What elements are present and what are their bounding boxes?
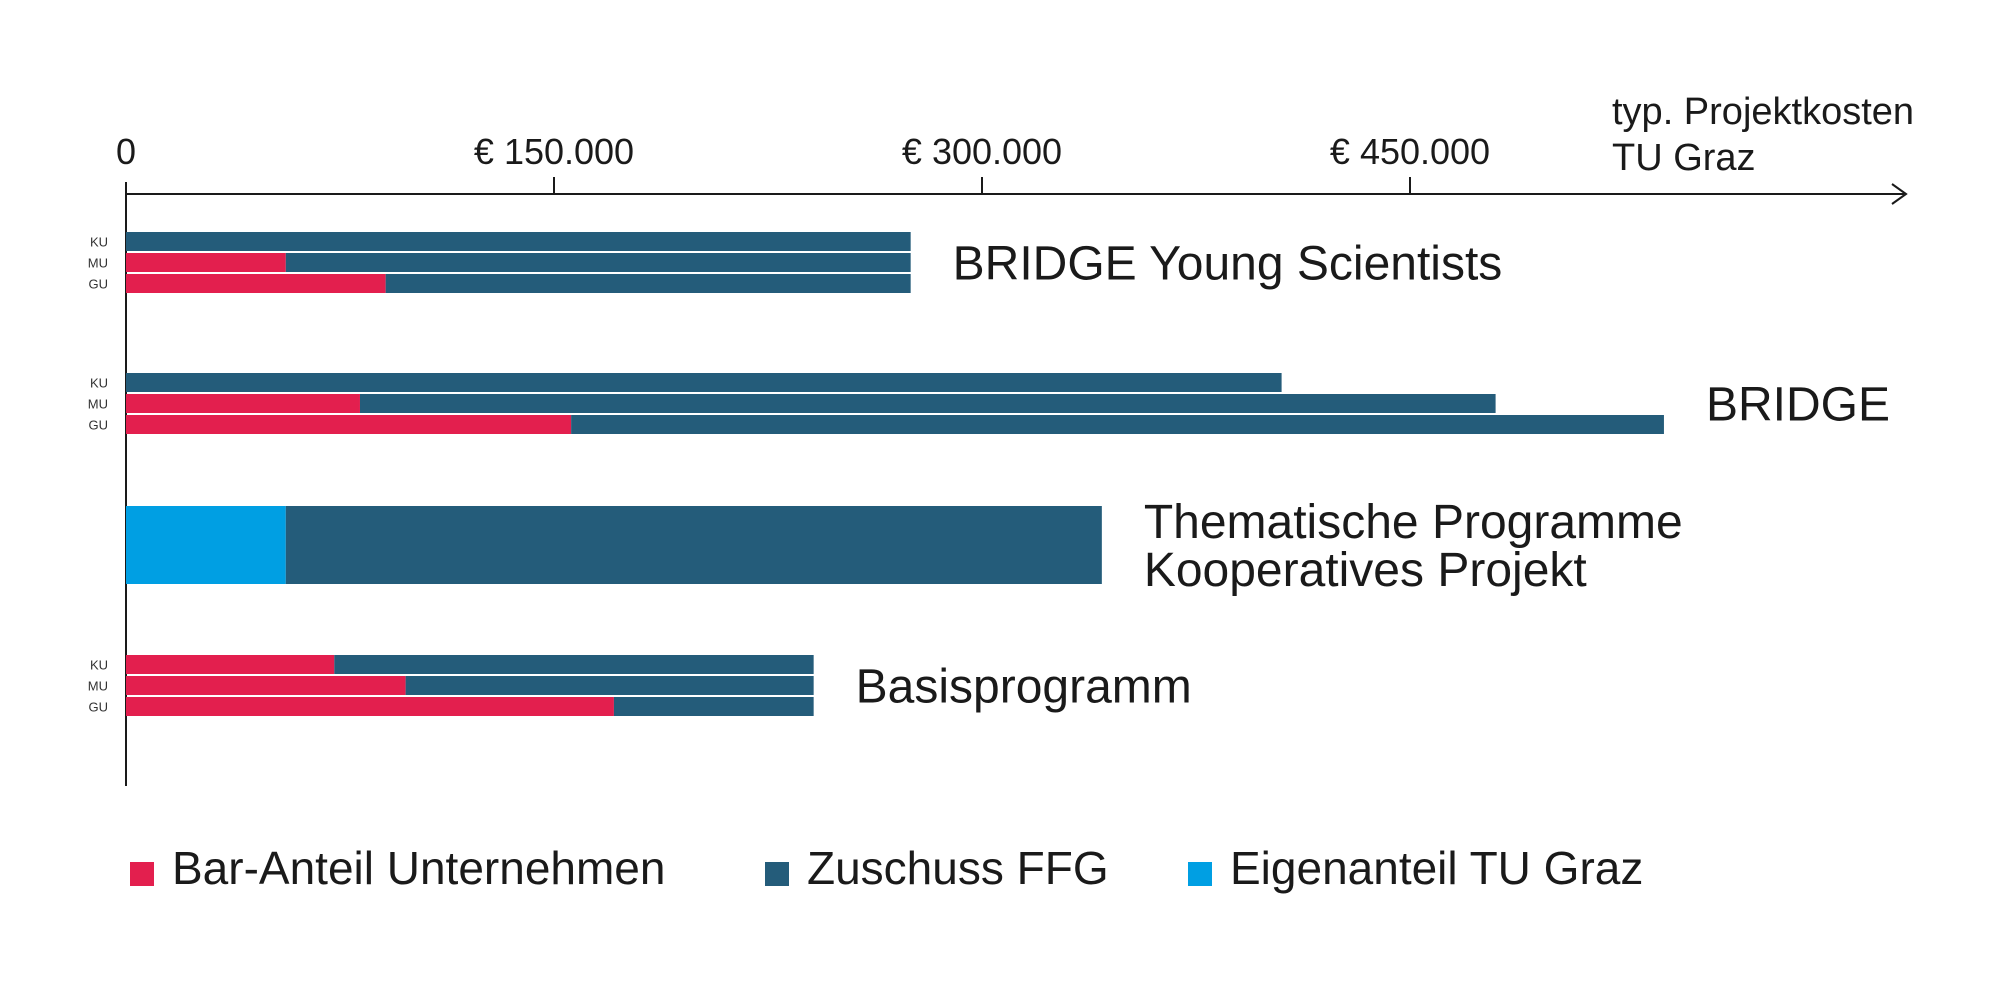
x-axis-ticks: 0 € 150.000 € 300.000 € 450.000: [116, 131, 1490, 194]
bar-segment-bar: [126, 274, 386, 293]
group-label: Basisprogramm: [856, 661, 1192, 714]
axis-title-line-2: TU Graz: [1612, 137, 1756, 179]
row-label: KU: [90, 235, 108, 250]
bar-group: KU MU GU BRIDGE: [88, 373, 1890, 434]
bar-segment-ffg: [285, 253, 911, 272]
bar-segment-ffg: [285, 506, 1102, 584]
x-axis: typ. Projektkosten TU Graz: [125, 91, 1914, 786]
bar-group: KU MU GU Basisprogramm: [88, 655, 1192, 716]
bar-segment-ffg: [334, 655, 814, 674]
row-label: MU: [88, 397, 108, 412]
row-label: KU: [90, 658, 108, 673]
bar-segment-ffg: [126, 373, 1282, 392]
legend-item: Eigenanteil TU Graz: [1188, 842, 1643, 894]
legend-swatch: [130, 862, 154, 886]
legend-label: Bar-Anteil Unternehmen: [172, 842, 665, 894]
bar-segment-ffg: [385, 274, 911, 293]
x-axis-arrow-icon: [1891, 183, 1908, 205]
bar-segment-bar: [126, 697, 614, 716]
legend-swatch: [765, 862, 789, 886]
legend: Bar-Anteil Unternehmen Zuschuss FFG Eigena…: [130, 842, 1643, 894]
bar-group: KU MU GU BRIDGE Young Scientists: [88, 232, 1503, 293]
row-label: GU: [89, 700, 109, 715]
x-tick-label: € 150.000: [474, 131, 634, 172]
bar-segment-bar: [126, 415, 572, 434]
bar-segment-bar: [126, 394, 360, 413]
axis-title-line-1: typ. Projektkosten: [1612, 91, 1914, 133]
legend-swatch: [1188, 862, 1212, 886]
group-label: Kooperatives Projekt: [1144, 544, 1587, 597]
bar-segment-eigen: [126, 506, 286, 584]
group-label: Thematische Programme: [1144, 496, 1683, 549]
bar-segment-bar: [126, 655, 335, 674]
row-label: GU: [89, 277, 109, 292]
bar-segment-ffg: [613, 697, 814, 716]
group-label: BRIDGE Young Scientists: [953, 238, 1503, 291]
row-label: MU: [88, 679, 108, 694]
bar-segment-bar: [126, 676, 406, 695]
bar-segment-ffg: [405, 676, 814, 695]
legend-label: Zuschuss FFG: [807, 842, 1109, 894]
x-tick-label: € 450.000: [1330, 131, 1490, 172]
bar-segment-ffg: [126, 232, 911, 251]
bar-segment-ffg: [359, 394, 1496, 413]
group-label: BRIDGE: [1706, 379, 1890, 432]
bar-segment-bar: [126, 253, 286, 272]
legend-item: Bar-Anteil Unternehmen: [130, 842, 665, 894]
legend-label: Eigenanteil TU Graz: [1230, 842, 1643, 894]
row-label: MU: [88, 256, 108, 271]
row-label: KU: [90, 376, 108, 391]
x-tick-label: € 300.000: [902, 131, 1062, 172]
x-tick-label: 0: [116, 131, 136, 172]
bar-segment-ffg: [571, 415, 1664, 434]
row-label: GU: [89, 418, 109, 433]
bar-groups: KU MU GU BRIDGE Young Scientists KU MU GU BRIDG…: [88, 232, 1890, 716]
legend-item: Zuschuss FFG: [765, 842, 1109, 894]
